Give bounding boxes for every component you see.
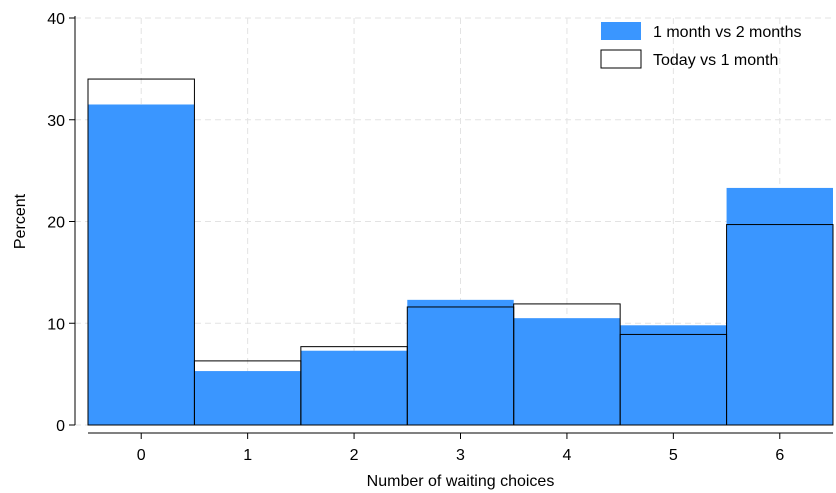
y-tick-label: 40 [47,11,65,28]
filled-bar [194,371,301,425]
filled-bar [620,325,727,425]
x-tick-label: 3 [456,447,465,464]
legend-swatch [601,22,641,40]
x-tick-label: 6 [775,447,784,464]
x-tick-label: 5 [669,447,678,464]
axes: 0 10 20 30 40 0 1 2 3 4 5 6 [47,11,833,464]
x-axis-title: Number of waiting choices [367,473,555,490]
x-tick-label: 2 [350,447,359,464]
legend-label: 1 month vs 2 months [653,24,802,41]
y-tick-label: 20 [47,215,65,232]
filled-bar [726,187,833,425]
legend-swatch [600,49,642,69]
x-tick-label: 4 [562,447,571,464]
x-tick-label: 1 [243,447,252,464]
legend-label: Today vs 1 month [653,52,778,69]
outline-bar [726,224,834,426]
filled-bar [300,350,408,425]
legend: 1 month vs 2 months Today vs 1 month [600,22,802,69]
y-tick-label: 30 [47,113,65,130]
filled-bar [407,299,514,425]
y-tick-label: 0 [56,418,65,435]
filled-bar [88,104,195,426]
outline-bar [87,78,195,426]
y-tick-label: 10 [47,316,65,333]
bars [87,78,834,426]
x-tick-label: 0 [137,447,146,464]
filled-bar [513,318,621,425]
y-axis-title: Percent [12,193,29,249]
